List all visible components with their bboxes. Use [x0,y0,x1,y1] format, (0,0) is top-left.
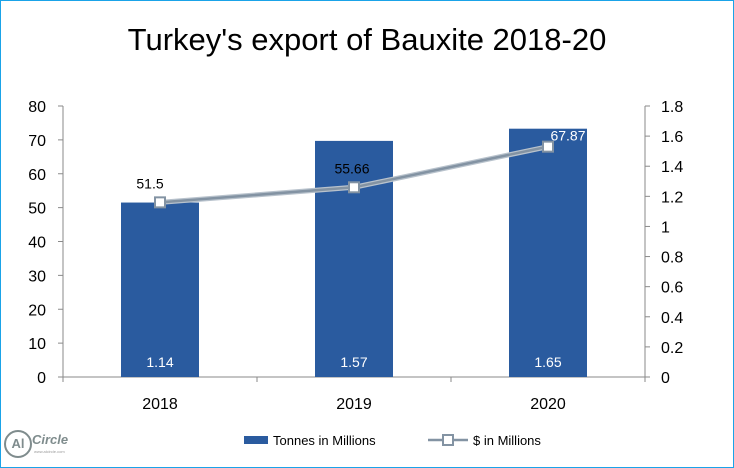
bar-data-label: 1.14 [146,354,173,370]
y-left-tick-label: 20 [28,302,46,319]
y-left-tick-label: 80 [28,99,46,116]
y-right-tick-label: 1.8 [661,99,683,116]
line-data-label: 51.5 [136,175,163,191]
y-right-tick-label: 1.2 [661,189,683,206]
y-left-tick-label: 0 [37,370,46,387]
bar-data-label: 1.57 [340,354,367,370]
line-point-marker [348,181,360,194]
bar-data-label: 1.65 [534,354,561,370]
y-right-tick-label: 1 [661,219,670,236]
y-right-tick-label: 0.4 [661,310,683,327]
y-right-tick-label: 0 [661,370,670,387]
line-point-marker [542,140,554,153]
y-right-tick-label: 0.6 [661,280,683,297]
logo-word: Circle [32,432,69,447]
y-left-tick-label: 50 [28,201,46,218]
logo-mark: Al [4,430,32,458]
y-left-tick-label: 70 [28,133,46,150]
y-left-tick-label: 30 [28,268,46,285]
line-point-marker [154,196,166,209]
legend-label-line: $ in Millions [473,433,541,448]
line-data-label: 55.66 [334,160,369,176]
y-right-tick-label: 1.4 [661,159,683,176]
y-right-tick-label: 0.2 [661,340,683,357]
line-data-label: 67.87 [550,128,585,144]
y-right-tick-label: 0.8 [661,250,683,267]
x-tick-label: 2019 [336,396,372,413]
y-left-tick-label: 40 [28,235,46,252]
y-left-tick-label: 60 [28,167,46,184]
y-left-tick-label: 10 [28,336,46,353]
logo-subtext: www.alcircle.com [34,449,65,454]
x-tick-label: 2020 [530,396,566,413]
y-right-tick-label: 1.6 [661,129,683,146]
legend-swatch-marker [442,434,454,446]
chart-title: Turkey's export of Bauxite 2018-20 [127,22,607,57]
bar-2018 [121,202,199,377]
bar-2020 [509,128,587,377]
x-tick-label: 2018 [142,396,178,413]
alcircle-logo: Al Circle www.alcircle.com [4,430,74,464]
legend-label-bar: Tonnes in Millions [273,433,376,448]
legend-swatch-bar [244,436,268,444]
